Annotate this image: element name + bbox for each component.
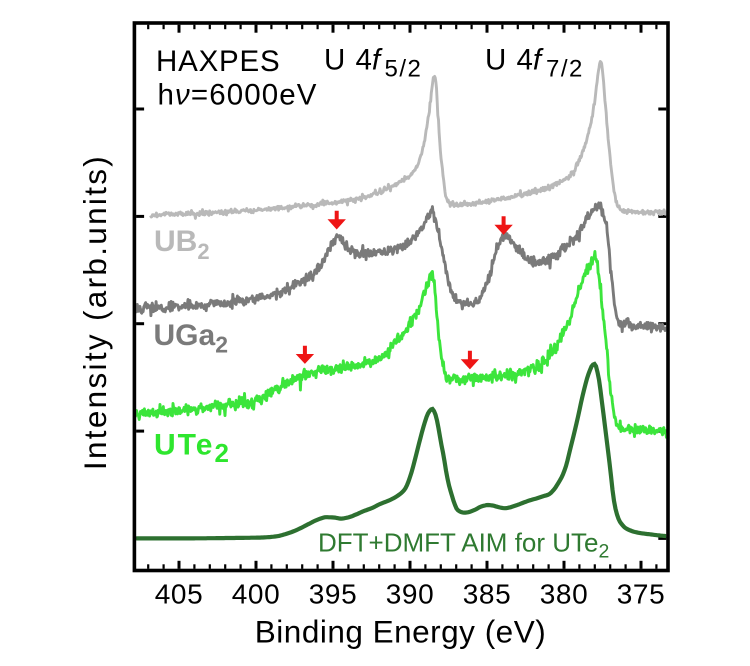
svg-text:U: U bbox=[485, 44, 506, 77]
svg-text:375: 375 bbox=[617, 579, 666, 610]
svg-text:U: U bbox=[324, 44, 345, 77]
svg-text:HAXPES: HAXPES bbox=[156, 45, 281, 78]
svg-text:380: 380 bbox=[540, 579, 589, 610]
svg-text:405: 405 bbox=[155, 579, 204, 610]
svg-text:UTe2: UTe2 bbox=[154, 429, 229, 469]
svg-text:395: 395 bbox=[309, 579, 358, 610]
svg-text:4f: 4f bbox=[356, 44, 383, 77]
svg-text:hν=6000eV: hν=6000eV bbox=[158, 79, 318, 112]
svg-text:5/2: 5/2 bbox=[385, 56, 423, 83]
svg-text:4f: 4f bbox=[517, 44, 544, 77]
svg-text:DFT+DMFT AIM for UTe2: DFT+DMFT AIM for UTe2 bbox=[318, 528, 609, 563]
svg-text:Binding Energy (eV): Binding Energy (eV) bbox=[255, 614, 546, 650]
svg-text:400: 400 bbox=[232, 579, 281, 610]
svg-text:385: 385 bbox=[463, 579, 512, 610]
svg-text:Intensity (arb.units): Intensity (arb.units) bbox=[77, 154, 113, 470]
svg-text:390: 390 bbox=[386, 579, 435, 610]
svg-text:7/2: 7/2 bbox=[546, 56, 584, 83]
